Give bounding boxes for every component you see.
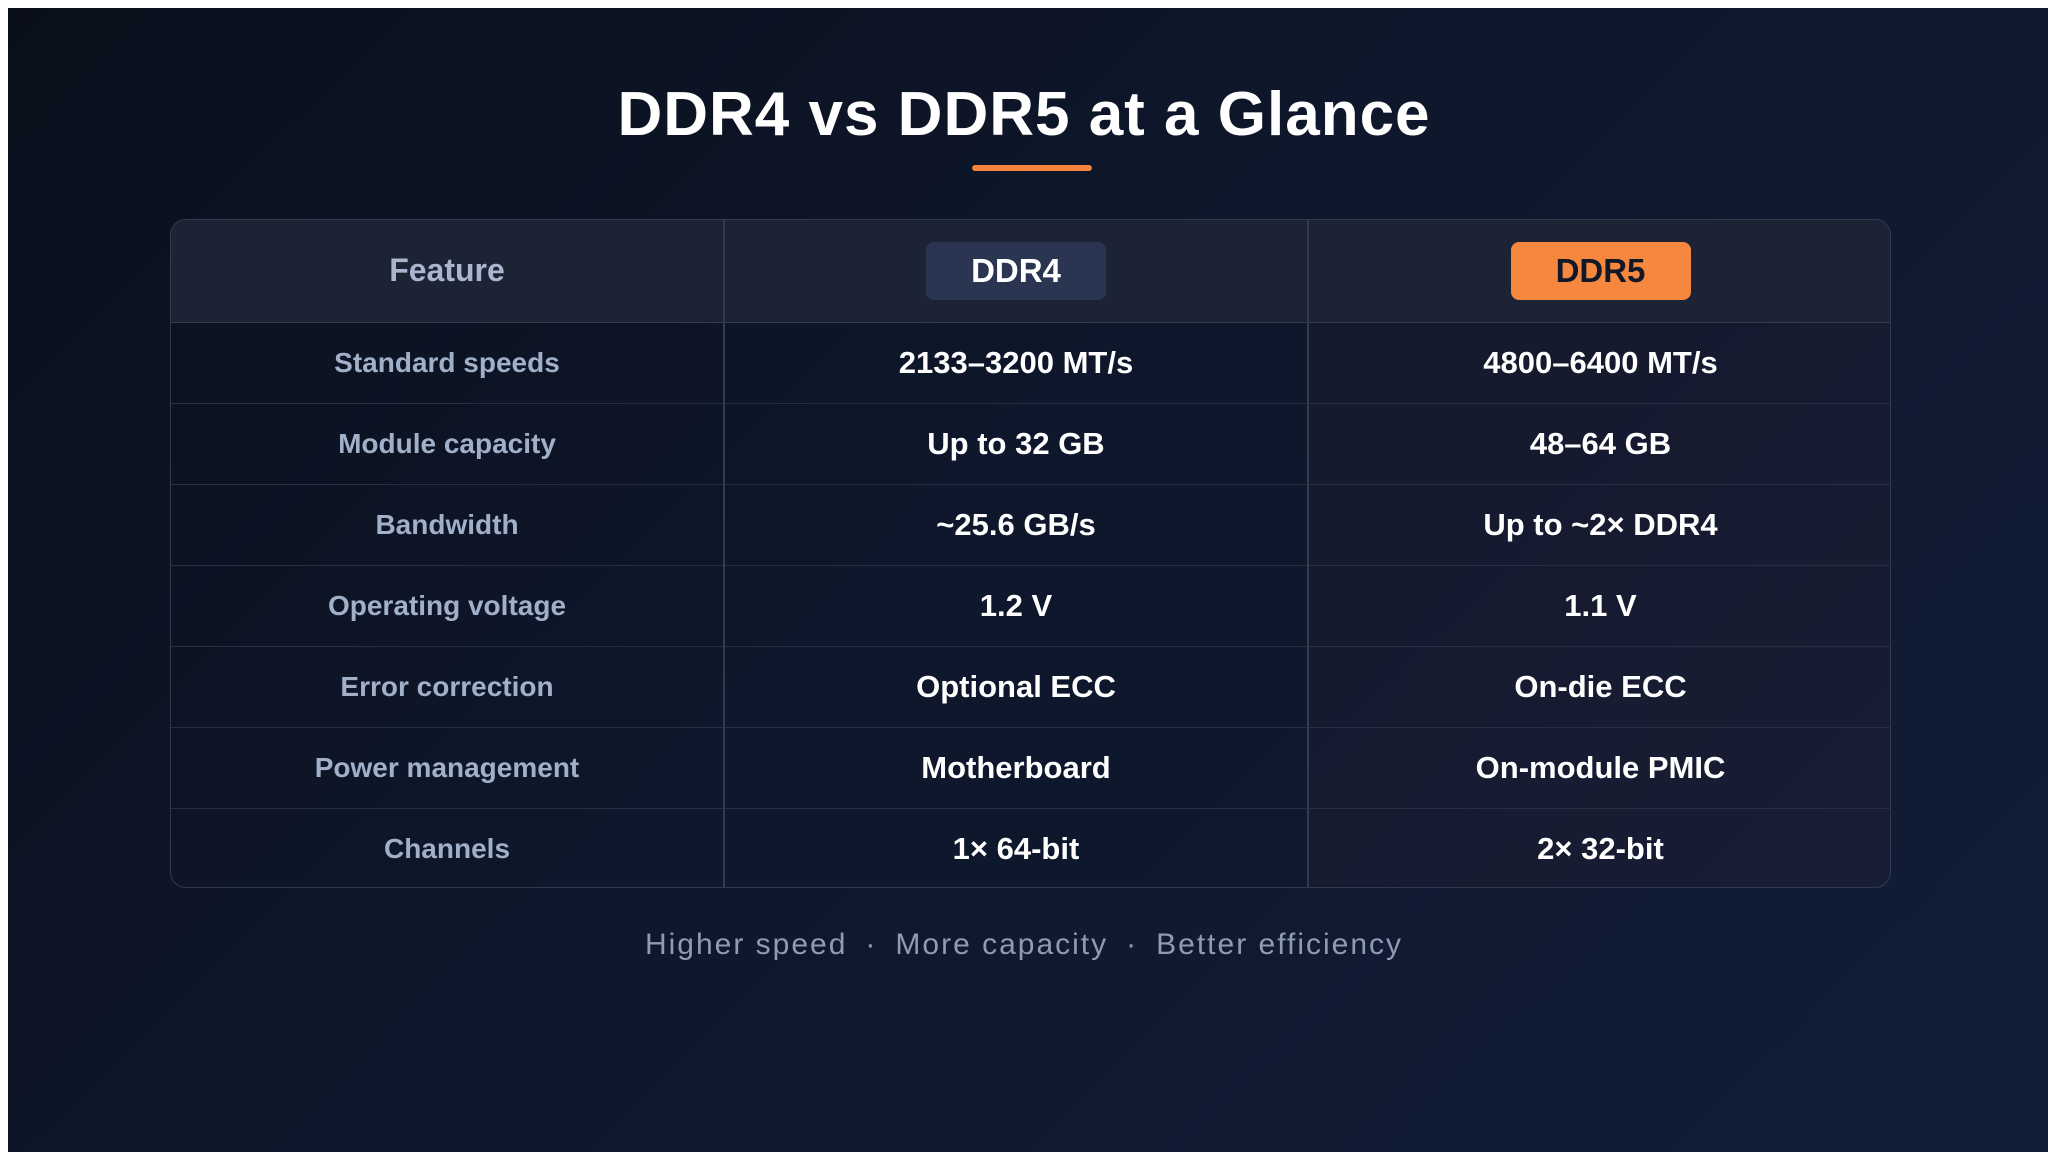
ddr4-value: 1.2 V: [723, 564, 1308, 646]
ddr5-value: 4800–6400 MT/s: [1307, 322, 1890, 403]
ddr4-value: Motherboard: [723, 726, 1308, 808]
ddr5-value: 1.1 V: [1307, 564, 1890, 646]
column-header-feature-label: Feature: [389, 252, 505, 289]
footer-item-speed: Higher speed: [644, 928, 848, 961]
ddr5-value: On-module PMIC: [1307, 726, 1890, 808]
slide: DDR4 vs DDR5 at a Glance Feature DDR4 DD…: [8, 8, 2048, 1152]
ddr5-value: 2× 32-bit: [1307, 807, 1890, 887]
table-row: Operating voltage 1.2 V 1.1 V: [171, 564, 1890, 646]
table-row: Standard speeds 2133–3200 MT/s 4800–6400…: [171, 322, 1890, 403]
ddr5-badge: DDR5: [1510, 241, 1691, 300]
ddr4-badge: DDR4: [926, 241, 1106, 300]
comparison-table-card: Feature DDR4 DDR5 Standard speeds 2133–3…: [170, 219, 1891, 888]
ddr4-value: 2133–3200 MT/s: [723, 322, 1308, 403]
table-row: Bandwidth ~25.6 GB/s Up to ~2× DDR4: [171, 483, 1890, 565]
feature-label: Standard speeds: [334, 346, 560, 378]
footer-separator: ·: [1126, 928, 1139, 961]
feature-label: Bandwidth: [171, 483, 724, 565]
footer-separator: ·: [865, 928, 878, 961]
feature-label: Module capacity: [171, 402, 724, 484]
feature-label: Channels: [171, 807, 724, 887]
footer-item-efficiency: Better efficiency: [1156, 928, 1404, 961]
table-row: Error correction Optional ECC On-die ECC: [171, 645, 1890, 727]
title-underline-accent: [972, 165, 1092, 171]
table-body: Standard speeds 2133–3200 MT/s 4800–6400…: [171, 322, 1890, 887]
table-header: Feature DDR4 DDR5: [171, 220, 1890, 323]
feature-label: Power management: [171, 726, 724, 808]
column-header-feature: Feature: [171, 220, 724, 323]
ddr5-value: On-die ECC: [1307, 645, 1890, 727]
feature-label: Error correction: [171, 645, 724, 727]
ddr4-value: ~25.6 GB/s: [723, 483, 1308, 565]
comparison-table: Feature DDR4 DDR5 Standard speeds 2133–3…: [171, 220, 1890, 887]
ddr4-value: Optional ECC: [723, 645, 1308, 727]
column-header-ddr4: DDR4: [723, 220, 1308, 323]
table-row: Module capacity Up to 32 GB 48–64 GB: [171, 402, 1890, 484]
ddr5-value: 48–64 GB: [1307, 402, 1890, 484]
footer-item-capacity: More capacity: [895, 928, 1109, 961]
table-row: Channels 1× 64-bit 2× 32-bit: [171, 807, 1890, 887]
ddr4-value: Up to 32 GB: [723, 402, 1308, 484]
page-title: DDR4 vs DDR5 at a Glance: [617, 80, 1431, 149]
feature-label: Operating voltage: [171, 564, 724, 646]
table-header-row: Feature DDR4 DDR5: [171, 220, 1890, 323]
ddr4-value: 1× 64-bit: [723, 807, 1308, 887]
ddr5-value: Up to ~2× DDR4: [1307, 483, 1890, 565]
table-row: Power management Motherboard On-module P…: [171, 726, 1890, 808]
footer-tagline: Higher speed · More capacity · Better effici…: [8, 928, 2048, 962]
column-header-ddr5: DDR5: [1307, 220, 1890, 323]
